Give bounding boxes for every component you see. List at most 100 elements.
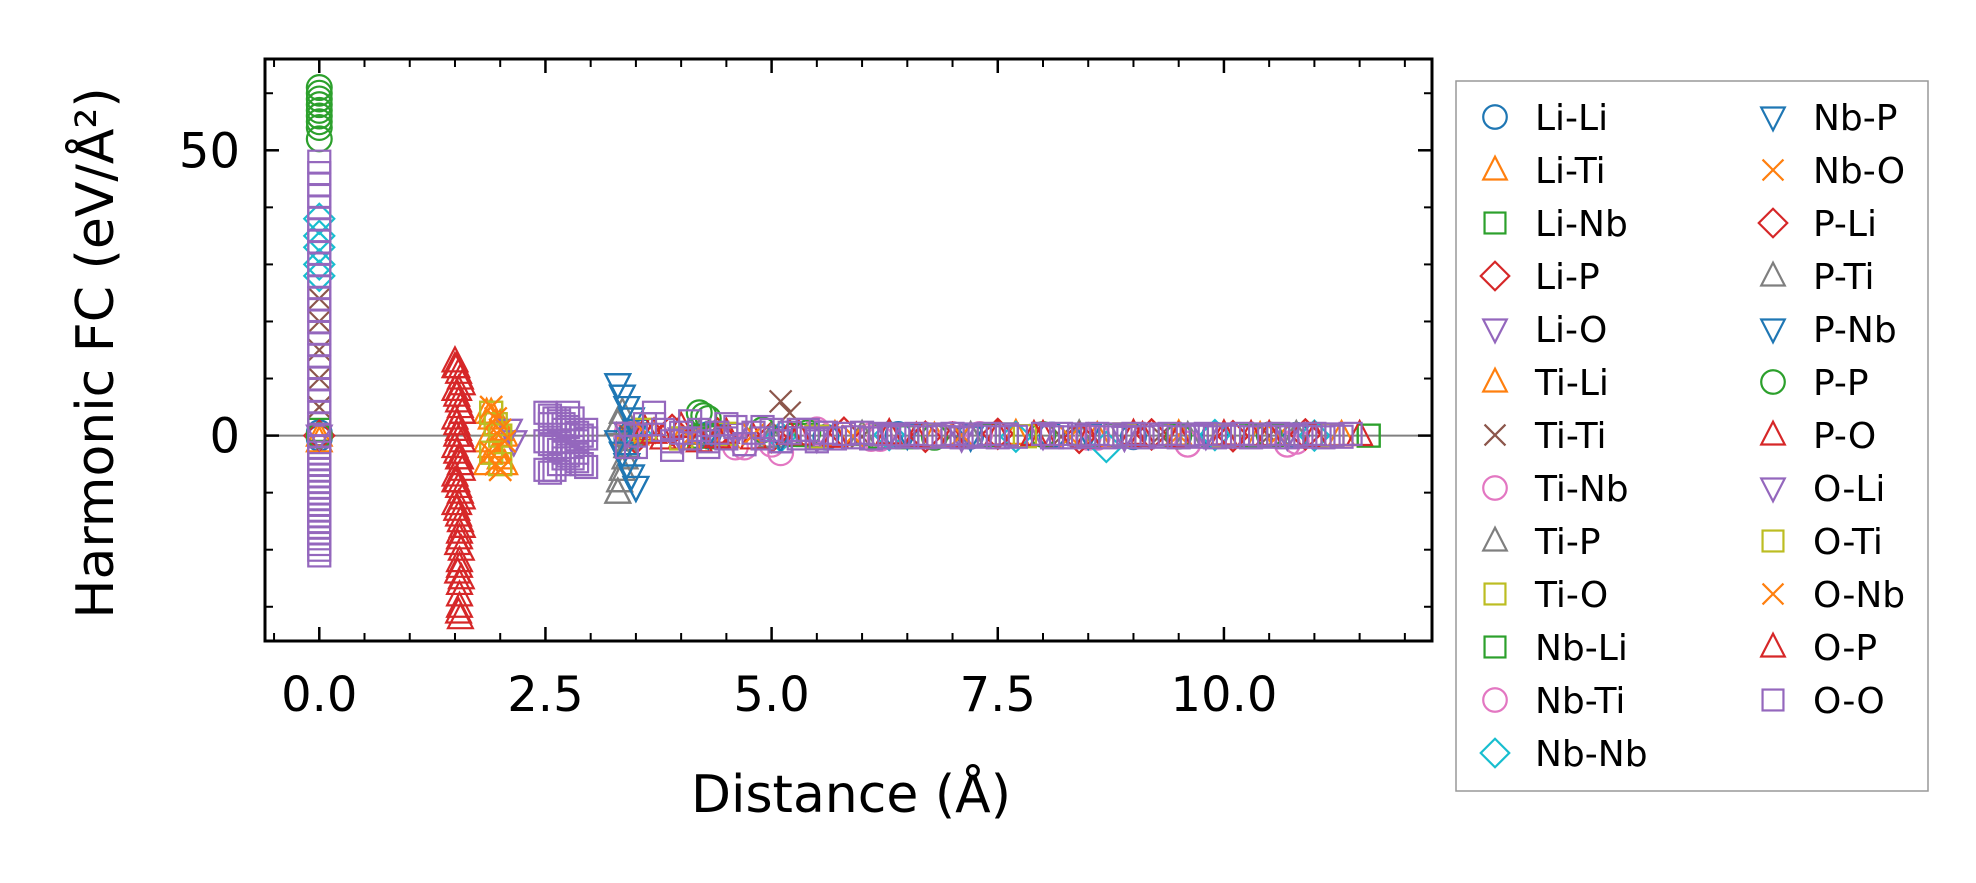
data-point [868, 421, 893, 446]
data-point [678, 409, 703, 434]
legend-entry: O-Li [1759, 469, 1885, 510]
data-point [659, 437, 685, 462]
data-point [1229, 421, 1255, 446]
data-point [305, 85, 333, 113]
data-point [1157, 421, 1182, 446]
y-tick-label: 0 [209, 409, 240, 465]
data-point [1121, 421, 1146, 446]
legend-label: Nb-Ti [1535, 681, 1625, 722]
legend-label: Li-Nb [1535, 204, 1628, 245]
data-point [786, 417, 811, 442]
data-point [444, 487, 473, 516]
legend-marker [1483, 582, 1507, 606]
data-point [1039, 425, 1065, 450]
data-point [448, 396, 477, 424]
data-point [305, 113, 333, 141]
data-point [886, 422, 911, 447]
legend-label: Li-O [1535, 310, 1607, 351]
data-point [440, 350, 470, 379]
data-point [1320, 422, 1345, 447]
data-point [1284, 422, 1309, 447]
data-point [813, 420, 838, 445]
data-point [1130, 425, 1155, 450]
data-point [949, 425, 974, 450]
data-point [446, 442, 475, 470]
legend-entry: Nb-Li [1483, 628, 1628, 669]
legend-entry: P-O [1759, 416, 1876, 457]
legend-entry: Nb-Nb [1479, 734, 1648, 775]
legend-marker [1761, 582, 1785, 606]
legend-label: O-O [1813, 681, 1885, 722]
legend-marker [1481, 318, 1509, 345]
legend-label: P-Nb [1813, 310, 1897, 351]
data-point [641, 412, 667, 437]
legend-label: Li-Ti [1535, 151, 1606, 192]
data-point [705, 420, 730, 445]
data-point [730, 433, 758, 461]
legend-label: O-P [1813, 628, 1877, 669]
data-point [849, 420, 875, 445]
data-point [1148, 424, 1173, 449]
legend-marker [1761, 158, 1785, 182]
data-point [940, 421, 965, 446]
legend-label: P-Ti [1813, 257, 1875, 298]
data-point [555, 400, 581, 425]
legend-marker [1759, 477, 1787, 504]
data-point [305, 96, 333, 124]
data-point [1030, 421, 1056, 446]
data-point [1356, 423, 1381, 448]
legend: Li-Li Li-Ti Li-Nb Li-P Li-O Ti-Li Ti-Ti Ti-Nb Ti… [1455, 80, 1929, 792]
data-point [994, 422, 1019, 447]
data-point [1076, 424, 1101, 449]
legend-label: O-Nb [1813, 575, 1905, 616]
legend-entry: Li-Nb [1483, 204, 1628, 245]
data-point [305, 79, 333, 107]
legend-marker [1483, 635, 1507, 659]
legend-label: Ti-Nb [1534, 469, 1629, 510]
data-point [305, 74, 333, 102]
data-point [831, 421, 857, 446]
legend-marker [1482, 687, 1508, 713]
data-point [714, 412, 739, 437]
legend-label: Nb-Nb [1535, 734, 1648, 775]
data-point [859, 426, 884, 451]
legend-entry: O-Nb [1761, 575, 1905, 616]
legend-entry: P-Ti [1759, 257, 1875, 298]
legend-marker [1482, 104, 1508, 130]
data-point [1293, 424, 1318, 449]
data-point [1220, 424, 1246, 449]
data-point [1112, 424, 1137, 449]
data-point [1085, 421, 1110, 446]
legend-label: P-O [1813, 416, 1876, 457]
data-point [569, 452, 594, 477]
legend-entry: Ti-Nb [1482, 469, 1629, 510]
plot-frame [263, 57, 1434, 643]
axes-layer: 0.0 2.5 5.0 7.5 10.0 0 50 [179, 57, 1434, 723]
data-point [985, 425, 1010, 450]
series-o-o [307, 149, 1363, 568]
data-point [1184, 424, 1209, 449]
data-point [488, 458, 512, 482]
legend-marker [1479, 260, 1511, 292]
legend-entry: Li-O [1481, 310, 1607, 351]
data-point [931, 424, 956, 449]
data-point [537, 460, 563, 485]
data-point [1058, 425, 1083, 450]
legend-frame [1455, 80, 1929, 792]
data-point [488, 452, 513, 477]
data-point [621, 475, 651, 504]
data-point [822, 426, 848, 451]
data-point [768, 389, 793, 414]
legend-label: Nb-Li [1535, 628, 1628, 669]
legend-entry: Li-P [1479, 257, 1600, 298]
data-point [569, 423, 594, 448]
data-point [305, 108, 333, 136]
legend-label: Ti-P [1534, 522, 1601, 563]
data-point [305, 91, 333, 119]
legend-marker [1759, 318, 1787, 345]
legend-marker [1483, 211, 1507, 235]
data-point [750, 414, 775, 440]
legend-label: O-Li [1813, 469, 1885, 510]
legend-entry: Li-Li [1482, 98, 1608, 139]
